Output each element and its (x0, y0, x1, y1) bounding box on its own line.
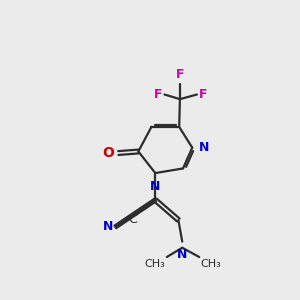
Text: N: N (103, 220, 113, 233)
Text: F: F (199, 88, 208, 101)
Text: N: N (177, 248, 188, 261)
Text: N: N (198, 141, 209, 154)
Text: F: F (176, 68, 184, 81)
Text: CH₃: CH₃ (145, 259, 165, 269)
Text: C: C (128, 213, 136, 226)
Text: N: N (150, 180, 160, 193)
Text: O: O (103, 146, 115, 160)
Text: CH₃: CH₃ (201, 259, 221, 269)
Text: F: F (154, 88, 162, 101)
